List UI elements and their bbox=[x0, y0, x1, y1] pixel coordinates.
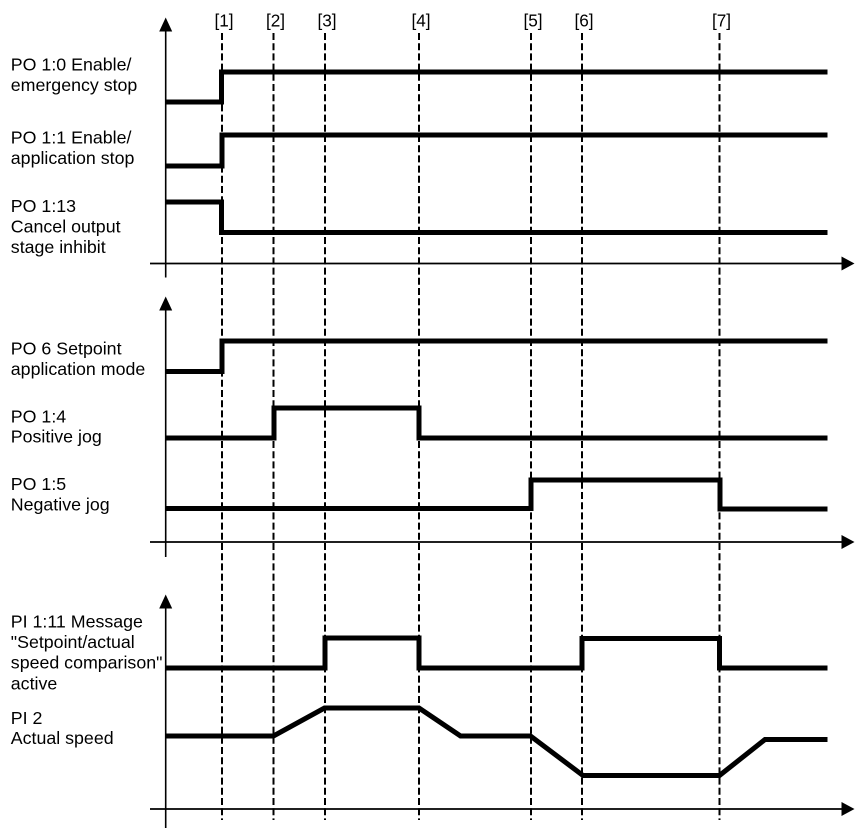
svg-text:PO 1:0 Enable/: PO 1:0 Enable/ bbox=[11, 55, 132, 75]
svg-text:[2]: [2] bbox=[266, 10, 285, 30]
svg-text:stage inhibit: stage inhibit bbox=[11, 237, 106, 257]
svg-text:[4]: [4] bbox=[411, 10, 430, 30]
svg-text:Actual speed: Actual speed bbox=[11, 728, 114, 748]
svg-text:PO 1:13: PO 1:13 bbox=[11, 196, 76, 216]
svg-text:[5]: [5] bbox=[523, 10, 542, 30]
svg-text:application stop: application stop bbox=[11, 148, 135, 168]
svg-text:[3]: [3] bbox=[317, 10, 336, 30]
svg-text:[6]: [6] bbox=[574, 10, 593, 30]
svg-text:PO 1:5: PO 1:5 bbox=[11, 474, 66, 494]
svg-text:active: active bbox=[11, 674, 58, 694]
svg-text:[1]: [1] bbox=[214, 10, 233, 30]
svg-text:speed comparison": speed comparison" bbox=[11, 653, 163, 673]
svg-text:PI 2: PI 2 bbox=[11, 708, 43, 728]
svg-text:"Setpoint/actual: "Setpoint/actual bbox=[11, 632, 135, 652]
svg-text:PI 1:11 Message: PI 1:11 Message bbox=[11, 612, 143, 632]
svg-text:Positive jog: Positive jog bbox=[11, 427, 102, 447]
svg-text:[7]: [7] bbox=[712, 10, 731, 30]
svg-text:PO 1:4: PO 1:4 bbox=[11, 407, 66, 427]
svg-text:emergency stop: emergency stop bbox=[11, 75, 138, 95]
svg-text:PO 1:1 Enable/: PO 1:1 Enable/ bbox=[11, 127, 132, 147]
svg-text:application mode: application mode bbox=[11, 359, 146, 379]
svg-text:PO 6 Setpoint: PO 6 Setpoint bbox=[11, 339, 122, 359]
svg-text:Negative jog: Negative jog bbox=[11, 494, 110, 514]
svg-text:Cancel output: Cancel output bbox=[11, 216, 121, 236]
